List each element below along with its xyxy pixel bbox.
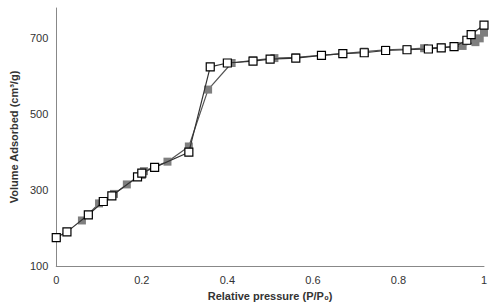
svg-text:1: 1 [481,274,487,286]
svg-text:Relative pressure (P/P₀): Relative pressure (P/P₀) [208,290,333,302]
svg-text:0.4: 0.4 [220,274,235,286]
svg-text:Volume Adsorbed (cm³/g): Volume Adsorbed (cm³/g) [8,70,20,203]
svg-text:500: 500 [30,108,48,120]
svg-text:700: 700 [30,32,48,44]
svg-text:0.2: 0.2 [134,274,149,286]
svg-text:0.6: 0.6 [305,274,320,286]
svg-text:0.8: 0.8 [391,274,406,286]
svg-text:300: 300 [30,184,48,196]
svg-text:0: 0 [53,274,59,286]
svg-text:100: 100 [30,260,48,272]
